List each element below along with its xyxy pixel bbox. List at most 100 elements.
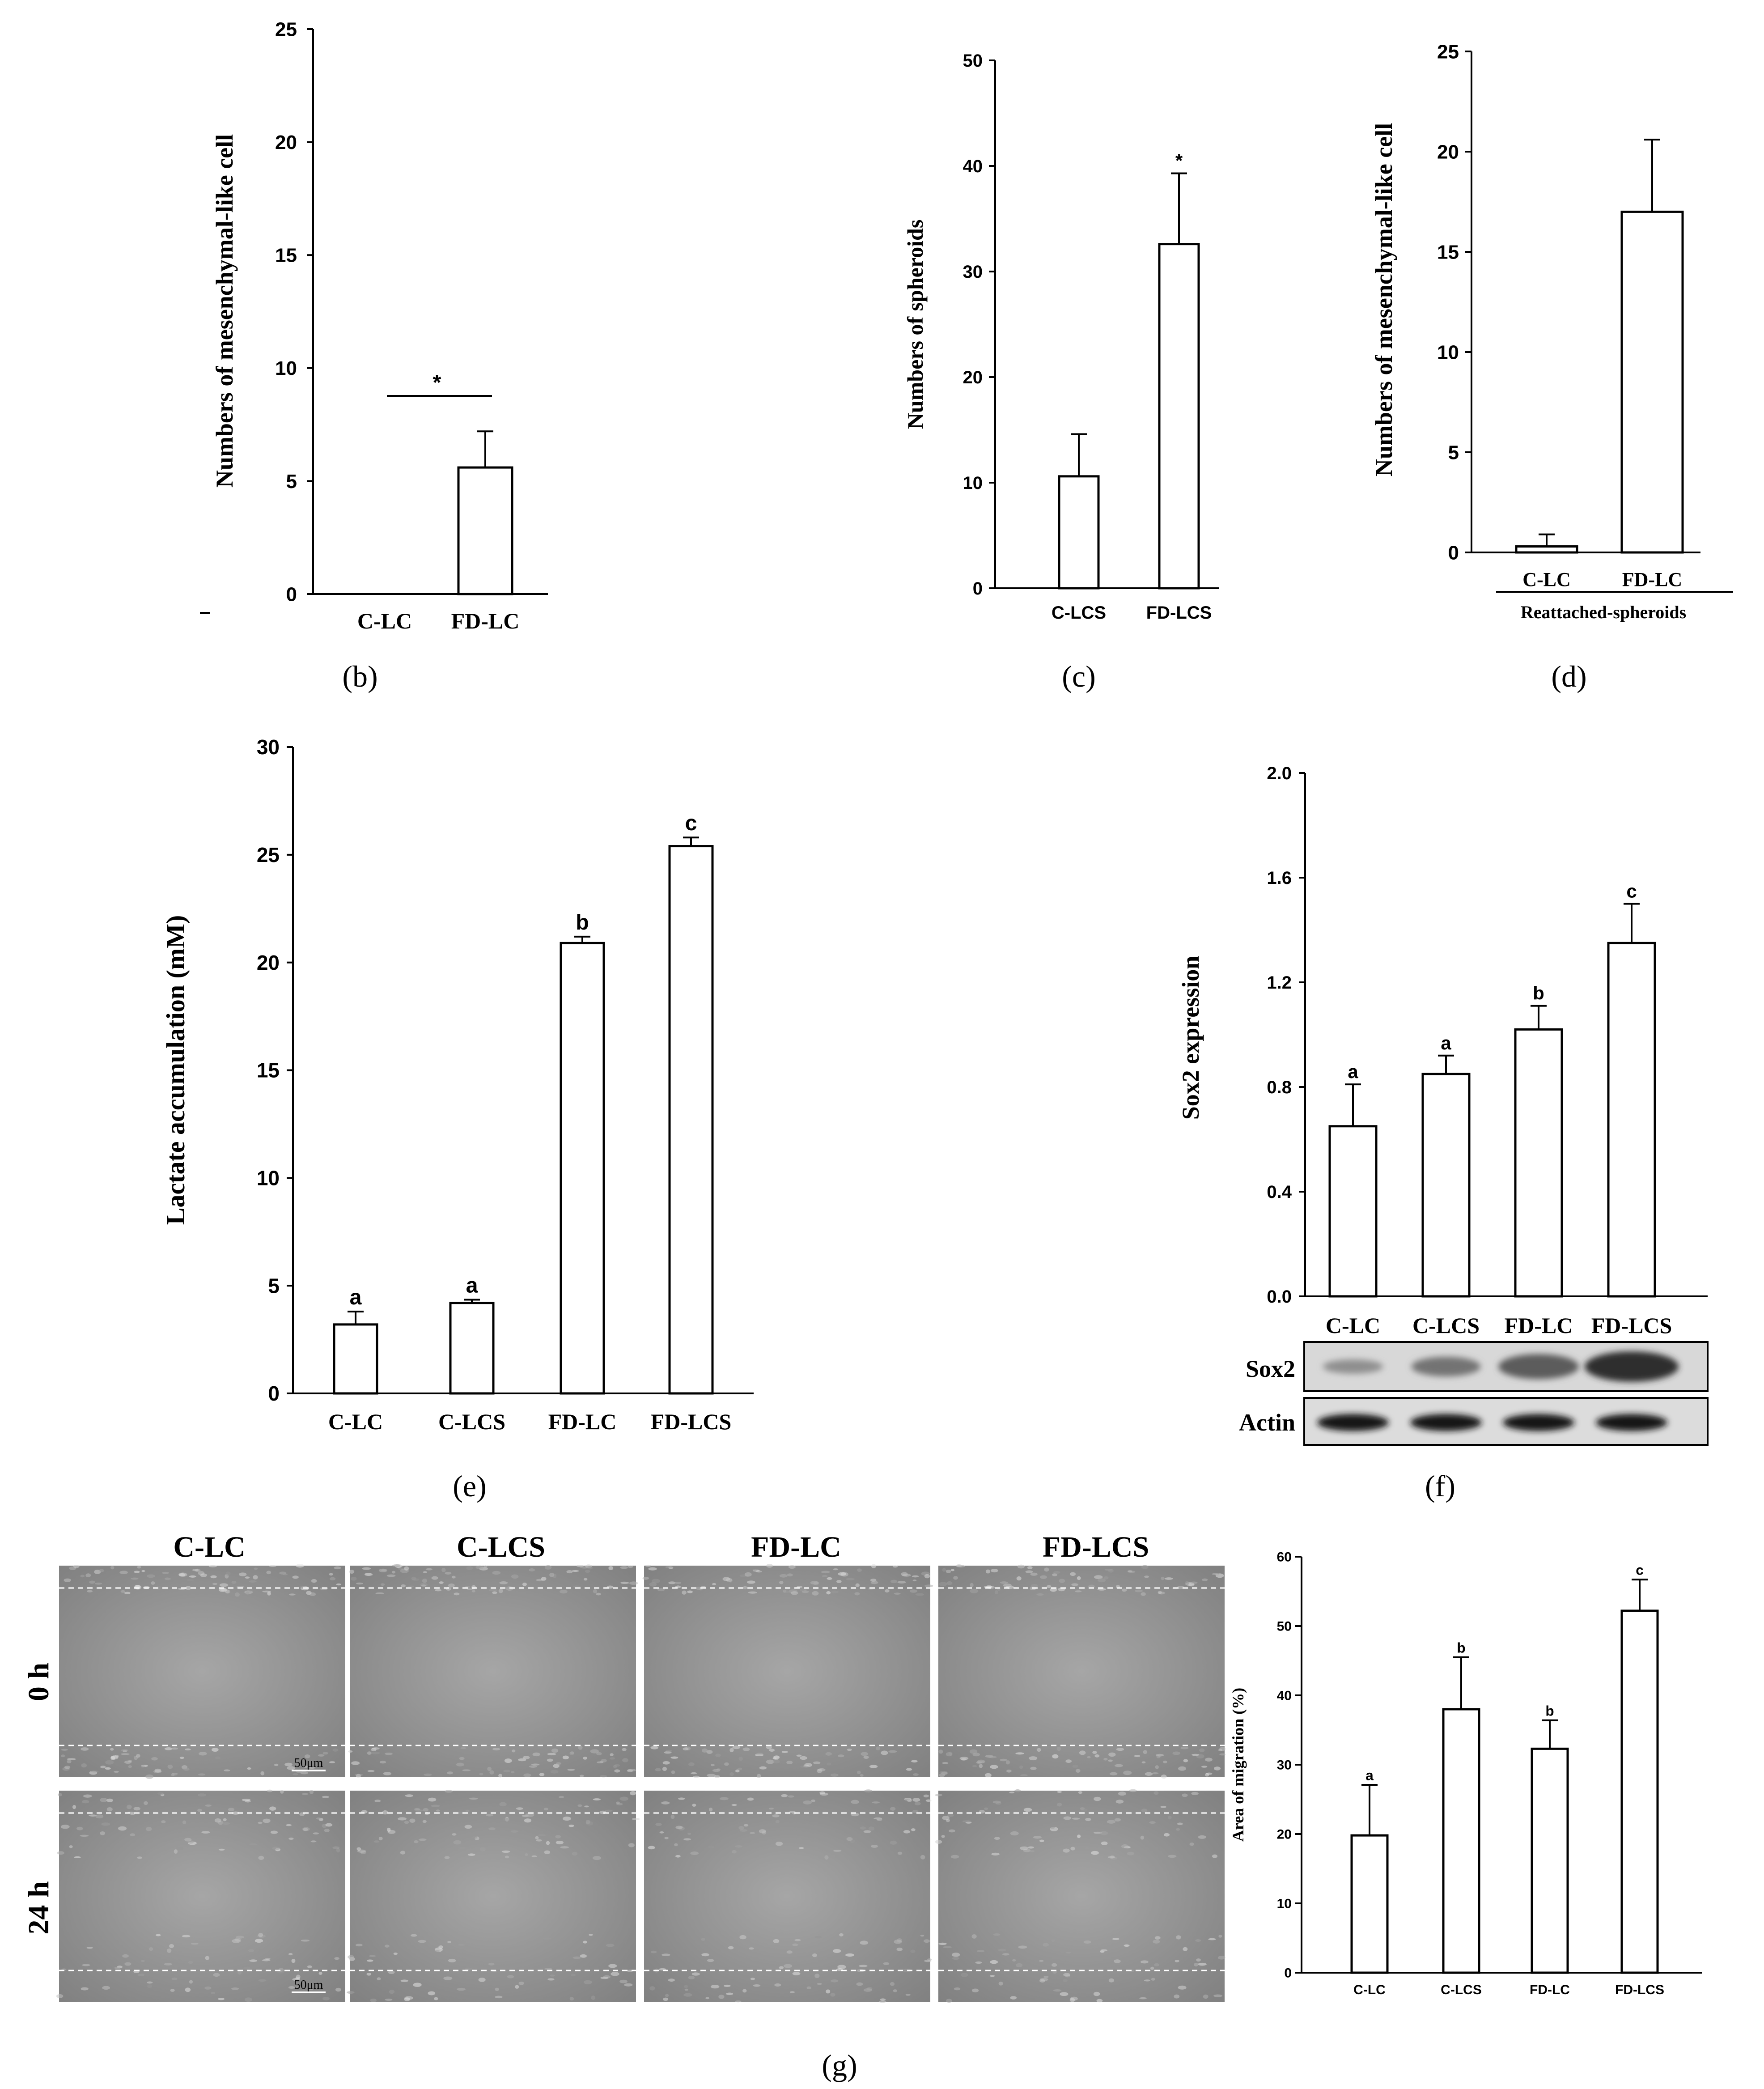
x-category-label-fd-lcs: FD-LCS — [1615, 1983, 1664, 1997]
sox2-band-fd-lcs — [1585, 1351, 1679, 1382]
x-category-label-fd-lcs: FD-LCS — [651, 1409, 732, 1434]
y-tick-label: 30 — [257, 735, 280, 759]
y-axis-label: Lactate accumulation (mM) — [161, 915, 190, 1225]
blot-row-label-sox2: Sox2 — [1246, 1355, 1295, 1382]
micrograph-24-h-fd-lc — [644, 1789, 932, 2003]
y-tick-label: 15 — [257, 1059, 280, 1082]
panel-label-b: (b) — [342, 659, 377, 693]
x-category-label-c-lcs: C-LCS — [1441, 1983, 1482, 1997]
y-tick-label: 25 — [257, 843, 280, 866]
y-tick-label: 0.0 — [1267, 1287, 1292, 1307]
panel-label-c: (c) — [1062, 659, 1095, 693]
migration-micrographs — [56, 1563, 1226, 2003]
y-tick-label: 0 — [286, 583, 297, 605]
blot-row-label-actin: Actin — [1239, 1409, 1295, 1436]
x-category-label-c-lcs: C-LCS — [1052, 603, 1106, 623]
micrograph-col-label-c-lcs: C-LCS — [457, 1531, 545, 1563]
significance-label-c-lc: a — [350, 1285, 362, 1309]
y-tick-label: 20 — [257, 951, 280, 974]
y-tick-label: 60 — [1277, 1550, 1292, 1565]
panel-label-d: (d) — [1551, 659, 1586, 693]
y-tick-label: 0.4 — [1267, 1182, 1292, 1202]
significance-label-fd-lcs: c — [1636, 1562, 1644, 1578]
y-tick-label: 20 — [963, 368, 983, 387]
x-category-label-fd-lc: FD-LC — [1530, 1983, 1570, 1997]
significance-label-c-lc: a — [1348, 1061, 1358, 1082]
y-tick-label: 0 — [973, 579, 983, 599]
significance-label-c-lcs: b — [1457, 1639, 1465, 1656]
significance-label-fd-lc: b — [1533, 983, 1544, 1004]
significance-label-fd-lc: b — [1545, 1703, 1554, 1719]
y-tick-label: 10 — [257, 1166, 280, 1189]
chart-e: 0 5 10 15 20 25 30 Lactate accumulation (mM) a C-… — [161, 735, 754, 1434]
micrograph-row-label-24h: 24 h — [22, 1881, 55, 1934]
y-tick-label: 50 — [963, 51, 983, 71]
panel-label-e: (e) — [453, 1469, 486, 1503]
significance-label-c-lc: a — [1365, 1767, 1374, 1783]
western-blot: Sox2 Actin — [1239, 1341, 1709, 1446]
x-category-label-fd-lc: FD-LC — [451, 608, 520, 633]
chart-c: 0 10 20 30 40 50 Numbers of spheroids C-LCS * FD-… — [903, 51, 1219, 623]
micrograph-col-label-fd-lcs: FD-LCS — [1043, 1531, 1149, 1563]
y-tick-label: 0 — [1448, 542, 1459, 564]
actin-band-c-lcs — [1410, 1414, 1482, 1431]
y-tick-label: 20 — [275, 132, 297, 153]
scale-bar-label-24h: 50μm — [294, 1978, 323, 1992]
x-category-label-c-lc: C-LC — [328, 1409, 383, 1434]
y-tick-label: 10 — [963, 473, 983, 493]
y-tick-label: 15 — [1437, 241, 1459, 263]
y-tick-label: 25 — [1437, 41, 1459, 63]
y-tick-label: 50 — [1277, 1619, 1292, 1634]
bar-fd-lc — [1531, 1747, 1569, 1974]
bar-fd-lc — [1514, 1028, 1563, 1298]
micrograph-0-h-c-lcs — [348, 1564, 638, 1778]
y-tick-label: 5 — [268, 1274, 280, 1297]
significance-label-c-lcs: a — [1441, 1032, 1451, 1053]
y-tick-label: 0.8 — [1267, 1078, 1292, 1097]
sox2-band-c-lc — [1323, 1359, 1383, 1374]
x-category-label-fd-lc: FD-LC — [1505, 1313, 1573, 1338]
y-tick-label: 40 — [1277, 1689, 1292, 1703]
bar-c-lcs — [1058, 475, 1100, 590]
micrograph-24-h-c-lc — [56, 1789, 345, 2002]
y-tick-label: 2.0 — [1267, 764, 1292, 783]
chart-b: 0 5 10 15 20 25 Numbers of mesenchymal-like ce… — [200, 18, 548, 633]
bar-c-lcs — [449, 1302, 495, 1395]
micrograph-col-label-fd-lc: FD-LC — [751, 1531, 841, 1563]
y-tick-label: 20 — [1437, 141, 1459, 163]
micrograph-0-h-c-lc — [59, 1563, 345, 1779]
significance-star: * — [433, 371, 441, 395]
y-tick-label: 15 — [275, 245, 297, 267]
y-tick-label: 1.2 — [1267, 973, 1292, 993]
significance-label-fd-lcs: * — [1175, 150, 1183, 171]
y-axis-label: Sox2 expression — [1177, 956, 1204, 1120]
y-tick-label: 30 — [1277, 1758, 1292, 1773]
y-axis-label: Numbers of spheroids — [903, 220, 928, 429]
panel-label-f: (f) — [1425, 1469, 1455, 1503]
x-category-label-fd-lcs: FD-LCS — [1146, 603, 1212, 623]
y-tick-label: 5 — [286, 471, 297, 493]
significance-label-c-lcs: a — [466, 1273, 479, 1297]
bar-c-lcs — [1421, 1073, 1471, 1298]
bar-fd-lc — [1620, 210, 1684, 554]
sox2-band-c-lcs — [1411, 1357, 1481, 1376]
chart-f: 0.0 0.4 0.8 1.2 1.6 2.0 Sox2 expression a C-LC a C… — [1177, 764, 1708, 1338]
bar-c-lc — [1328, 1125, 1378, 1298]
scale-bar-label-0h: 50μm — [294, 1756, 323, 1770]
x-category-label-c-lc: C-LC — [1326, 1313, 1380, 1338]
x-category-label-fd-lcs: FD-LCS — [1591, 1313, 1672, 1338]
micrograph-24-h-c-lcs — [347, 1790, 640, 2002]
chart-g: 0 10 20 30 40 50 60 Area of migration (%) a C-LC b… — [1229, 1550, 1702, 1997]
bar-fd-lcs — [1620, 1609, 1659, 1974]
y-tick-label: 40 — [963, 157, 983, 176]
y-axis-label: Numbers of mesenchymal-like cell — [211, 134, 238, 488]
significance-label-fd-lcs: c — [685, 811, 697, 835]
actin-band-fd-lc — [1503, 1414, 1574, 1431]
blot-bands — [1317, 1351, 1679, 1431]
y-tick-label: 10 — [1277, 1897, 1292, 1911]
bar-fd-lc — [457, 466, 513, 595]
micrograph-24-h-fd-lcs — [935, 1789, 1225, 2003]
micrograph-0-h-fd-lcs — [938, 1564, 1226, 1779]
x-category-label-c-lc: C-LC — [1522, 569, 1571, 590]
